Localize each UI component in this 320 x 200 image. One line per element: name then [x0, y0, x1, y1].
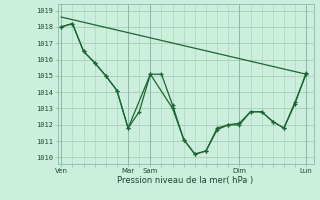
X-axis label: Pression niveau de la mer( hPa ): Pression niveau de la mer( hPa ) — [117, 176, 254, 185]
